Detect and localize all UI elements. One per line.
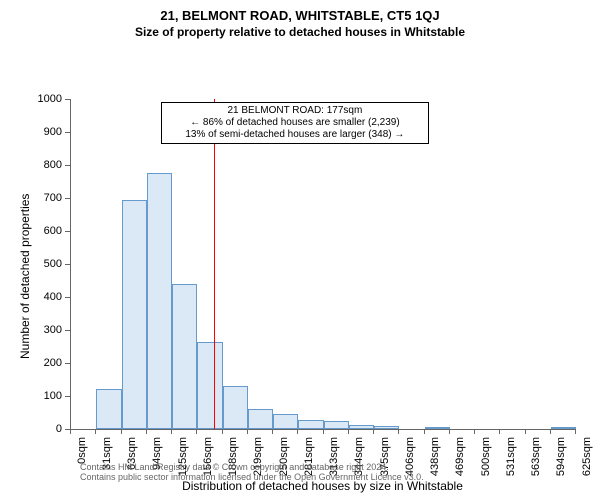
y-tick-label: 500 xyxy=(22,258,62,270)
x-tick-mark xyxy=(575,429,576,434)
x-tick-mark xyxy=(474,429,475,434)
y-tick-label: 900 xyxy=(22,126,62,138)
y-tick-mark xyxy=(65,330,70,331)
histogram-bar xyxy=(425,427,450,429)
y-tick-mark xyxy=(65,231,70,232)
x-tick-label: 469sqm xyxy=(454,437,466,500)
x-tick-mark xyxy=(373,429,374,434)
y-tick-mark xyxy=(65,198,70,199)
x-tick-label: 531sqm xyxy=(505,437,517,500)
footer-line-1: Contains HM Land Registry data © Crown c… xyxy=(80,462,424,472)
x-tick-mark xyxy=(95,429,96,434)
reference-line xyxy=(214,99,215,429)
x-tick-mark xyxy=(146,429,147,434)
x-tick-mark xyxy=(70,429,71,434)
x-tick-mark xyxy=(323,429,324,434)
x-tick-label: 500sqm xyxy=(480,437,492,500)
x-tick-mark xyxy=(499,429,500,434)
callout-annotation: 21 BELMONT ROAD: 177sqm← 86% of detached… xyxy=(161,102,429,144)
y-tick-label: 1000 xyxy=(22,93,62,105)
histogram-bar xyxy=(122,200,147,429)
histogram-bar xyxy=(96,389,121,429)
y-tick-label: 400 xyxy=(22,291,62,303)
x-tick-mark xyxy=(297,429,298,434)
x-tick-mark xyxy=(348,429,349,434)
y-tick-mark xyxy=(65,264,70,265)
x-tick-mark xyxy=(272,429,273,434)
histogram-bar xyxy=(374,426,399,429)
plot-region xyxy=(70,99,576,430)
y-tick-label: 700 xyxy=(22,192,62,204)
x-tick-label: 563sqm xyxy=(530,437,542,500)
x-tick-mark xyxy=(424,429,425,434)
y-tick-mark xyxy=(65,132,70,133)
x-tick-mark xyxy=(247,429,248,434)
y-tick-label: 0 xyxy=(22,423,62,435)
x-tick-mark xyxy=(449,429,450,434)
histogram-bar xyxy=(147,173,172,429)
y-tick-label: 200 xyxy=(22,357,62,369)
x-tick-label: 438sqm xyxy=(429,437,441,500)
x-tick-mark xyxy=(398,429,399,434)
x-tick-label: 625sqm xyxy=(581,437,593,500)
y-tick-mark xyxy=(65,396,70,397)
x-tick-mark xyxy=(171,429,172,434)
y-tick-label: 100 xyxy=(22,390,62,402)
x-tick-mark xyxy=(525,429,526,434)
histogram-bar xyxy=(551,427,576,429)
attribution-footer: Contains HM Land Registry data © Crown c… xyxy=(80,462,424,482)
x-tick-mark xyxy=(550,429,551,434)
histogram-bar xyxy=(172,284,197,429)
histogram-bar xyxy=(298,420,323,429)
histogram-bar xyxy=(248,409,273,429)
y-tick-mark xyxy=(65,99,70,100)
page-subtitle: Size of property relative to detached ho… xyxy=(0,23,600,39)
y-tick-mark xyxy=(65,297,70,298)
x-tick-label: 594sqm xyxy=(555,437,567,500)
page-title: 21, BELMONT ROAD, WHITSTABLE, CT5 1QJ xyxy=(0,0,600,23)
histogram-bar xyxy=(324,421,349,429)
x-tick-mark xyxy=(222,429,223,434)
y-tick-mark xyxy=(65,363,70,364)
x-tick-mark xyxy=(121,429,122,434)
histogram-bar xyxy=(349,425,374,429)
y-tick-mark xyxy=(65,165,70,166)
histogram-bar xyxy=(273,414,298,429)
annotation-line: 21 BELMONT ROAD: 177sqm xyxy=(168,105,422,117)
footer-line-2: Contains public sector information licen… xyxy=(80,472,424,482)
y-tick-label: 600 xyxy=(22,225,62,237)
histogram-bar xyxy=(223,386,248,429)
annotation-line: ← 86% of detached houses are smaller (2,… xyxy=(168,117,422,129)
annotation-line: 13% of semi-detached houses are larger (… xyxy=(168,129,422,141)
x-tick-mark xyxy=(196,429,197,434)
y-tick-label: 300 xyxy=(22,324,62,336)
histogram-bar xyxy=(197,342,222,429)
y-tick-label: 800 xyxy=(22,159,62,171)
